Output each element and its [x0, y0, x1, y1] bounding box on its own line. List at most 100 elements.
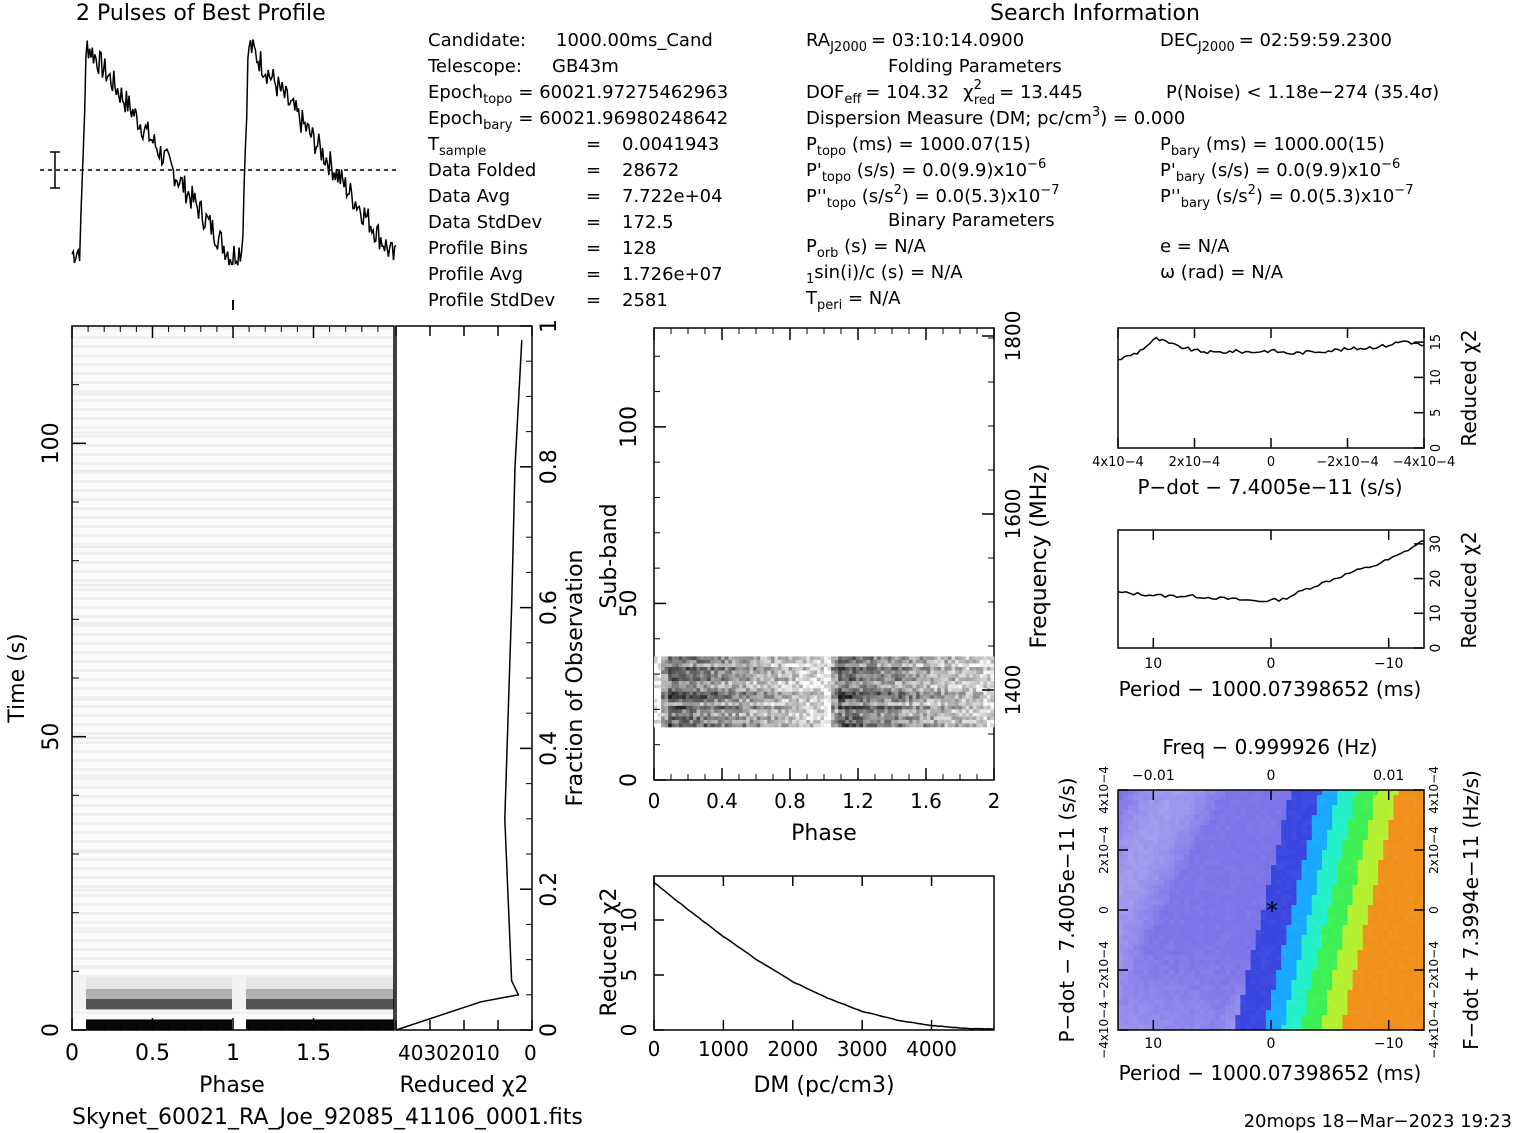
- sb-cell: [916, 719, 920, 724]
- sb-cell: [919, 719, 924, 724]
- sb-cell: [675, 709, 680, 714]
- pp-cell: [1357, 805, 1364, 811]
- sb-cell: [901, 695, 906, 700]
- pp-cell: [1194, 820, 1200, 826]
- pp-cell: [1158, 1000, 1165, 1006]
- pp-cell: [1209, 800, 1216, 806]
- pp-cell: [1214, 885, 1221, 891]
- pp-cell: [1296, 920, 1302, 926]
- sb-cell: [930, 656, 935, 661]
- sb-cell: [859, 716, 864, 721]
- pp-cell: [1271, 825, 1277, 831]
- sb-cell: [940, 698, 945, 703]
- sb-cell: [724, 695, 729, 700]
- sb-cell: [859, 698, 864, 703]
- pp-cell: [1245, 835, 1251, 841]
- sb-cell: [689, 670, 694, 675]
- pp-cell: [1281, 820, 1287, 826]
- pp-cell: [1378, 845, 1384, 851]
- pp-cell: [1169, 905, 1175, 911]
- sb-cell: [717, 656, 722, 661]
- pp-cell: [1311, 815, 1318, 821]
- pp-cell: [1352, 850, 1359, 856]
- pp-cell: [1123, 975, 1129, 981]
- sb-cell: [703, 681, 708, 685]
- pp-cell: [1158, 980, 1165, 986]
- pp-cell: [1327, 940, 1333, 946]
- pp-cell: [1169, 885, 1175, 891]
- sb-cell: [802, 674, 807, 678]
- sb-cell: [739, 674, 743, 678]
- pp-cell: [1230, 965, 1236, 971]
- sb-cell: [955, 723, 959, 728]
- sb-cell: [838, 695, 843, 700]
- pp-cell: [1322, 875, 1328, 881]
- sb-cell: [654, 719, 658, 724]
- sb-cell: [873, 677, 878, 682]
- pp-cell: [1204, 820, 1211, 826]
- pp-cell: [1118, 920, 1124, 926]
- pp-cell: [1184, 880, 1190, 886]
- sb-cell: [657, 698, 662, 703]
- pp-cell: [1388, 880, 1394, 886]
- sb-cell: [654, 695, 658, 700]
- pp-cell: [1143, 810, 1149, 816]
- pp-cell: [1378, 795, 1384, 801]
- epoch-topo-value: = 60021.97275462963: [518, 82, 728, 103]
- pp-cell: [1296, 860, 1302, 866]
- sb-cell: [781, 663, 786, 668]
- pp-cell: [1296, 915, 1302, 921]
- pp-cell: [1245, 855, 1251, 861]
- sb-cell: [792, 719, 796, 724]
- pp-cell: [1118, 870, 1124, 876]
- sb-cell: [806, 709, 811, 714]
- tp-band: [72, 469, 394, 472]
- pp-cell: [1209, 990, 1216, 996]
- sb-cell: [792, 670, 796, 675]
- pp-cell: [1311, 955, 1318, 961]
- pp-cell: [1189, 940, 1195, 946]
- pp-cell: [1403, 840, 1410, 846]
- pp-cell: [1179, 925, 1185, 931]
- pp-cell: [1245, 980, 1251, 986]
- sb-cell: [852, 691, 857, 696]
- pp-cell: [1123, 915, 1129, 921]
- sb-cell: [714, 695, 719, 700]
- pp-cell: [1235, 815, 1241, 821]
- pdd-topo-value2: ) = 0.0(5.3)x10: [902, 186, 1040, 207]
- sb-cell: [909, 719, 913, 724]
- pp-cell: [1199, 950, 1206, 956]
- sb-cell: [841, 677, 846, 682]
- sb-cell: [926, 712, 931, 717]
- sb-cell: [799, 712, 804, 717]
- sb-cell: [820, 684, 825, 689]
- pp-cell: [1260, 935, 1267, 941]
- pp-cell: [1281, 870, 1287, 876]
- pp-cell: [1138, 965, 1144, 971]
- pp-cell: [1163, 830, 1170, 836]
- pp-cell: [1179, 940, 1185, 946]
- sb-cell: [894, 709, 899, 714]
- pp-cell: [1199, 955, 1206, 961]
- pp-cell: [1265, 980, 1272, 986]
- pp-cell: [1245, 940, 1251, 946]
- pp-cell: [1194, 865, 1200, 871]
- pp-cell: [1301, 895, 1308, 901]
- pp-cell: [1240, 925, 1246, 931]
- pp-cell: [1189, 970, 1195, 976]
- pp-cell: [1220, 960, 1226, 966]
- pd-marks-xtick-label: 0: [1267, 455, 1275, 470]
- pp-cell: [1204, 860, 1211, 866]
- pp-cell: [1163, 910, 1170, 916]
- pp-cell: [1357, 920, 1364, 926]
- pp-cell: [1260, 990, 1267, 996]
- dec-value: = 02:59:59.2300: [1239, 30, 1392, 51]
- sb-cell: [802, 688, 807, 693]
- sb-cell: [880, 702, 885, 707]
- sb-cell: [714, 702, 719, 707]
- pp-cell: [1118, 980, 1124, 986]
- sb-cell: [682, 656, 687, 661]
- pp-cell: [1332, 930, 1338, 936]
- pp-cell: [1148, 950, 1155, 956]
- pp-cell: [1179, 880, 1185, 886]
